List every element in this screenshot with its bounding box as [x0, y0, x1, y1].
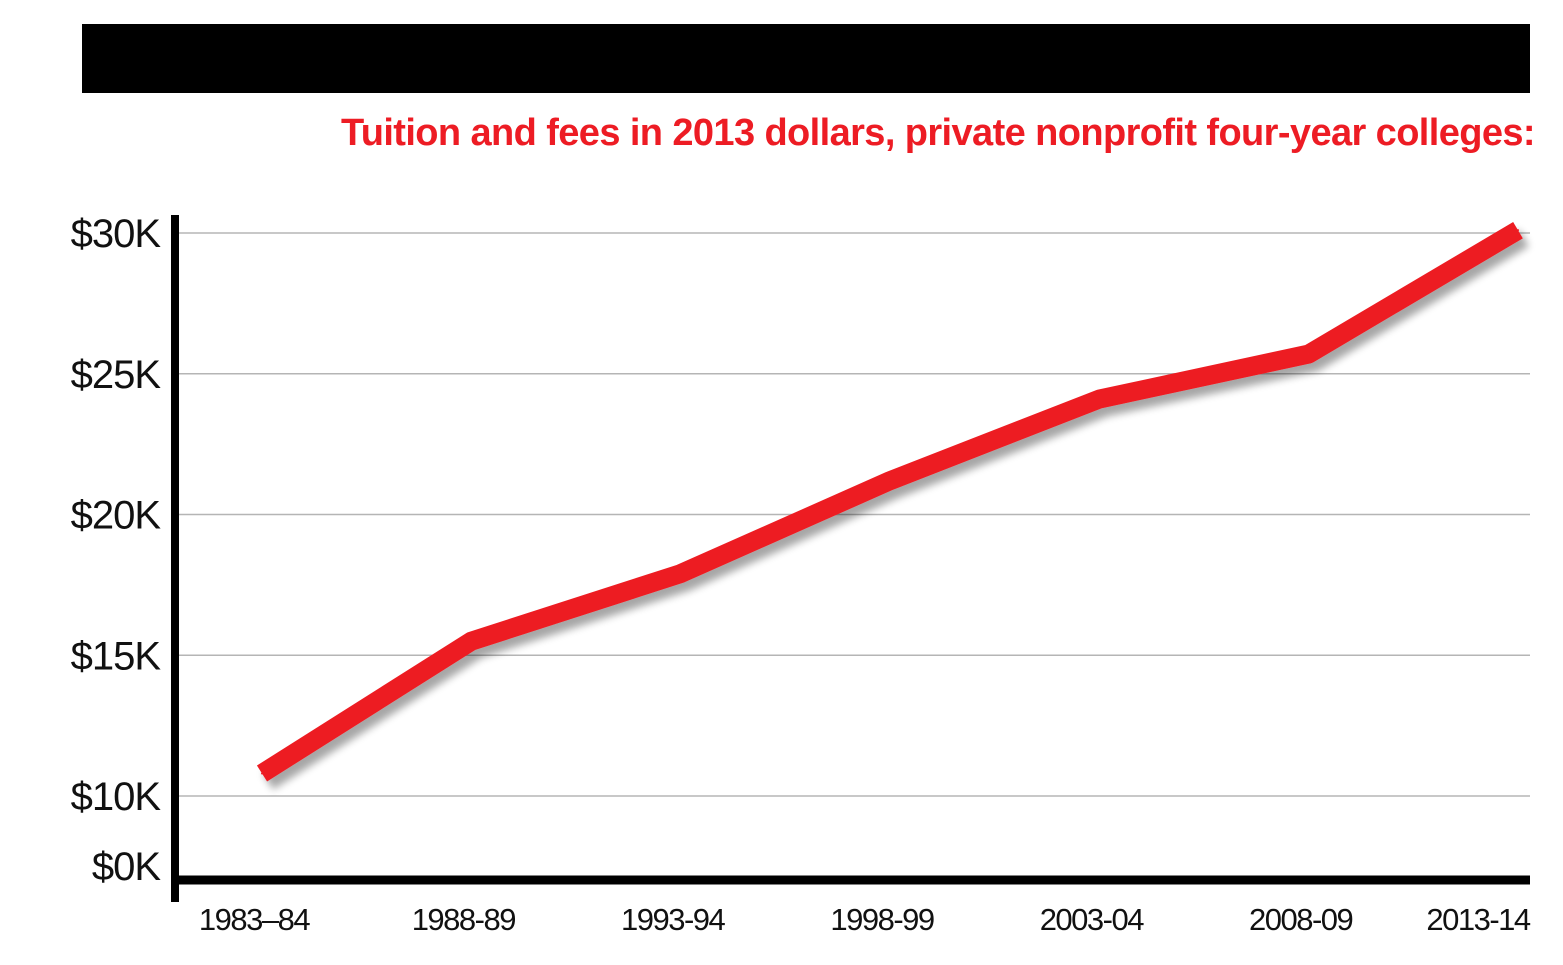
- data-point: [889, 479, 891, 482]
- x-tick-label: 2003-04: [1040, 902, 1145, 937]
- series-line: [256, 222, 1523, 782]
- x-tick-label: 1993-94: [621, 902, 726, 937]
- data-point: [1098, 398, 1101, 401]
- x-tick-label: 2013-14: [1426, 902, 1531, 937]
- x-tick-label: 1988-89: [412, 902, 516, 937]
- data-point: [261, 772, 263, 775]
- y-tick-label: $0K: [92, 845, 161, 889]
- data-point: [470, 640, 473, 643]
- y-tick-label: $15K: [71, 634, 162, 678]
- data-point: [1307, 353, 1310, 356]
- x-tick-label: 1983–84: [199, 902, 310, 937]
- data-point: [679, 572, 682, 575]
- y-tick-label: $30K: [71, 212, 162, 256]
- chart-title: Tuition and fees in 2013 dollars, privat…: [340, 112, 1536, 154]
- x-tick-label: 1998-99: [830, 902, 934, 937]
- y-tick-label: $20K: [71, 494, 162, 538]
- data-point: [1517, 229, 1519, 232]
- y-tick-label: $25K: [71, 353, 162, 397]
- header-black-bar: [82, 24, 1530, 93]
- y-tick-label: $10K: [71, 775, 162, 819]
- x-tick-label: 2008-09: [1249, 902, 1353, 937]
